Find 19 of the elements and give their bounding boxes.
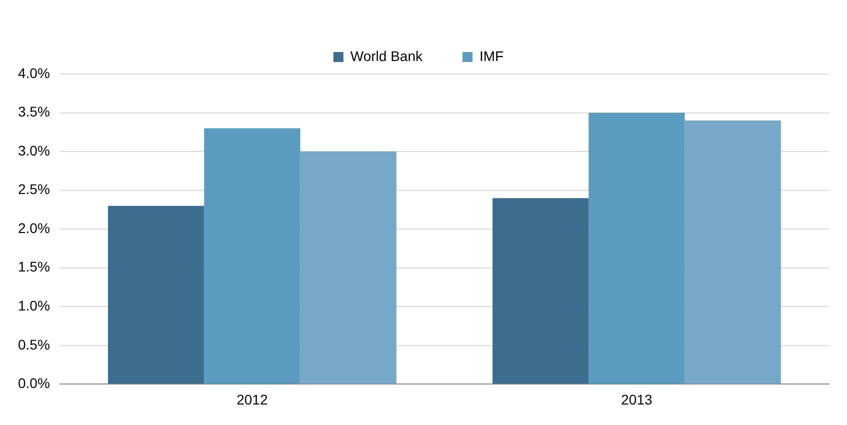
y-tick-label: 1.5% bbox=[18, 258, 50, 275]
y-tick-label: 2.5% bbox=[18, 181, 50, 198]
bar bbox=[108, 206, 204, 384]
bar bbox=[588, 112, 685, 384]
y-tick-label: 0.5% bbox=[18, 336, 50, 352]
y-tick-label: 4.0% bbox=[18, 64, 50, 81]
x-tick-label: 2012 bbox=[236, 391, 268, 408]
bar bbox=[300, 152, 396, 384]
bar bbox=[492, 198, 589, 384]
y-tick-label: 3.0% bbox=[18, 142, 50, 158]
legend-label: World Bank bbox=[350, 48, 424, 64]
bar bbox=[204, 128, 300, 384]
y-tick-label: 1.0% bbox=[18, 298, 50, 314]
y-tick-label: 3.5% bbox=[18, 104, 50, 120]
bar bbox=[684, 120, 781, 384]
x-tick-label: 2013 bbox=[621, 391, 653, 408]
legend-label: IMF bbox=[480, 48, 504, 64]
y-tick-label: 0.0% bbox=[18, 375, 50, 392]
y-tick-label: 2.0% bbox=[18, 220, 50, 236]
